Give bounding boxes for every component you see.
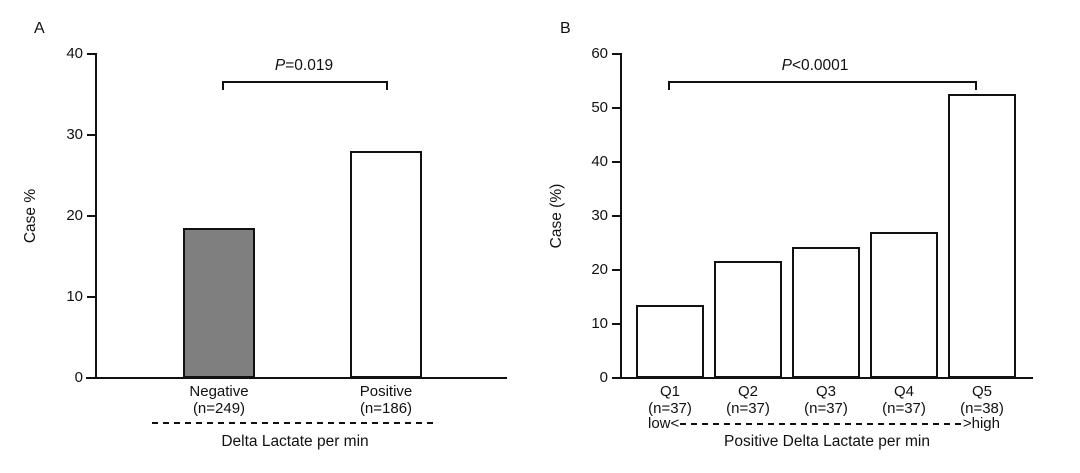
panel-a-x-axis-title: Delta Lactate per min bbox=[221, 433, 369, 450]
panel-b-category-label: Q4 (n=37) bbox=[849, 383, 959, 417]
panel-b-letter: B bbox=[560, 20, 571, 37]
panel-b-x-axis-title: Positive Delta Lactate per min bbox=[724, 433, 930, 450]
panel-b-y-tick bbox=[612, 107, 621, 109]
panel-a-y-tick-label: 30 bbox=[66, 126, 83, 143]
panel-a-p-rest: =0.019 bbox=[285, 57, 334, 74]
panel-a-y-tick-label: 10 bbox=[66, 288, 83, 305]
panel-a-category-label: Negative (n=249) bbox=[164, 383, 274, 417]
panel-a-y-tick bbox=[87, 53, 96, 55]
panel-a-y-axis-line bbox=[95, 53, 97, 379]
panel-b-bar-q1 bbox=[636, 305, 704, 378]
panel-b-y-tick-label: 50 bbox=[591, 99, 608, 116]
panel-a-category-label: Positive (n=186) bbox=[331, 383, 441, 417]
panel-b-category-n: (n=37) bbox=[726, 400, 770, 417]
panel-a-y-tick bbox=[87, 215, 96, 217]
panel-b-category-n: (n=37) bbox=[882, 400, 926, 417]
panel-b-y-tick bbox=[612, 161, 621, 163]
panel-a-y-tick-label: 0 bbox=[74, 369, 83, 386]
panel-a-letter: A bbox=[34, 20, 45, 37]
panel-b-y-axis-line bbox=[620, 53, 622, 379]
panel-a-bar-negative bbox=[183, 228, 255, 378]
panel-b-y-tick-label: 20 bbox=[591, 261, 608, 278]
panel-a-category-n: (n=249) bbox=[192, 400, 246, 417]
panel-b-y-tick bbox=[612, 215, 621, 217]
panel-a-bar-positive bbox=[350, 151, 422, 378]
panel-a-y-tick-label: 20 bbox=[66, 207, 83, 224]
panel-b-category-label: Q5 (n=38) bbox=[927, 383, 1037, 417]
panel-b-x-axis-line bbox=[612, 377, 1033, 379]
panel-b-p-value: P<0.0001 bbox=[730, 58, 900, 74]
panel-b-category-name: Q1 bbox=[659, 383, 680, 400]
panel-b-low-high-scale: low< >high bbox=[648, 415, 1000, 432]
panel-b-category-label: Q2 (n=37) bbox=[693, 383, 803, 417]
panel-b-bar-q4 bbox=[870, 232, 938, 378]
panel-a-x-axis-dashed-line bbox=[152, 422, 438, 424]
panel-a-y-tick bbox=[87, 296, 96, 298]
panel-a-y-tick-label: 40 bbox=[66, 45, 83, 62]
panel-b-category-label: Q1 (n=37) bbox=[615, 383, 725, 417]
panel-a-category-name: Negative bbox=[189, 383, 249, 400]
panel-b-y-tick bbox=[612, 323, 621, 325]
panel-b-bar-q5 bbox=[948, 94, 1016, 378]
panel-b-y-tick-label: 30 bbox=[591, 207, 608, 224]
panel-b-low-label: low< bbox=[648, 415, 680, 432]
panel-b-y-tick-label: 60 bbox=[591, 45, 608, 62]
panel-b-category-name: Q4 bbox=[893, 383, 914, 400]
panel-a-significance-bracket bbox=[222, 81, 388, 90]
panel-b-y-tick bbox=[612, 269, 621, 271]
panel-a-p-symbol: P bbox=[274, 57, 286, 74]
panel-a-category-name: Positive bbox=[359, 383, 413, 400]
panel-b-category-label: Q3 (n=37) bbox=[771, 383, 881, 417]
panel-b-y-tick-label: 0 bbox=[599, 369, 608, 386]
panel-b-y-tick bbox=[612, 53, 621, 55]
panel-b-category-n: (n=37) bbox=[648, 400, 692, 417]
panel-a-category-n: (n=186) bbox=[359, 400, 413, 417]
panel-a-y-tick bbox=[87, 134, 96, 136]
panel-b-category-n: (n=38) bbox=[960, 400, 1004, 417]
panel-b-high-label: >high bbox=[962, 415, 1000, 432]
panel-b-category-n: (n=37) bbox=[804, 400, 848, 417]
panel-b-category-name: Q2 bbox=[737, 383, 758, 400]
panel-b-bar-q3 bbox=[792, 247, 860, 378]
panel-b-p-rest: <0.0001 bbox=[791, 57, 849, 74]
panel-a-x-axis-line bbox=[86, 377, 507, 379]
panel-a-p-value: P=0.019 bbox=[219, 58, 389, 74]
panel-b-category-name: Q5 bbox=[971, 383, 992, 400]
panel-b-significance-bracket bbox=[668, 81, 977, 90]
panel-b-bar-q2 bbox=[714, 261, 782, 378]
panel-b-y-tick-label: 10 bbox=[591, 315, 608, 332]
panel-b-p-symbol: P bbox=[781, 57, 792, 74]
panel-b-y-tick-label: 40 bbox=[591, 153, 608, 170]
panel-b-scale-dashed-line bbox=[680, 422, 962, 425]
panel-b-category-name: Q3 bbox=[815, 383, 836, 400]
